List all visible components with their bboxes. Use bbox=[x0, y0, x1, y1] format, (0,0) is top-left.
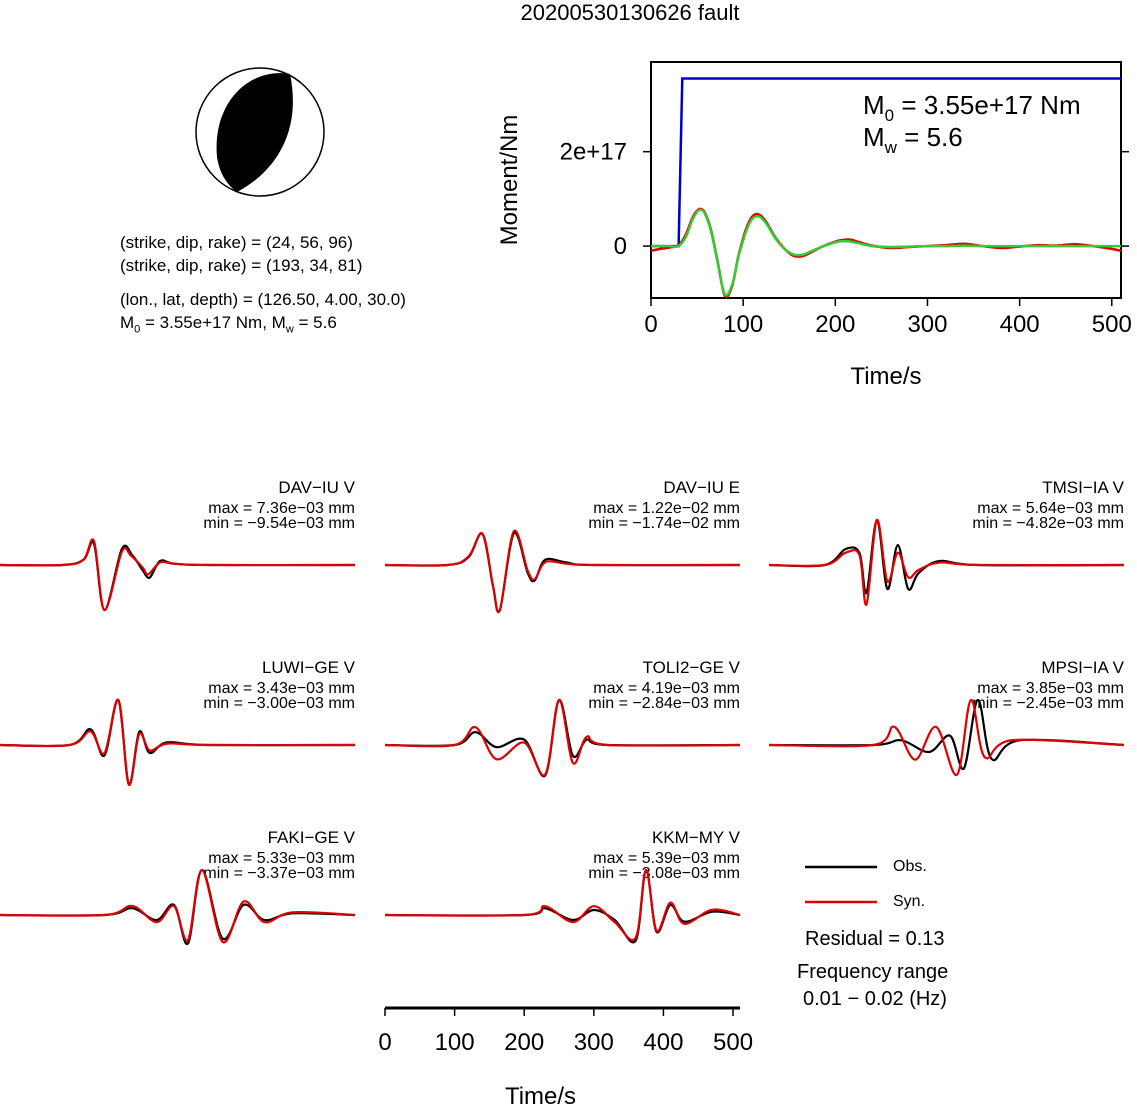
waveform-xtick-label: 300 bbox=[574, 1029, 614, 1056]
moment-xtick-label: 300 bbox=[907, 311, 947, 338]
waveform-xtick-label: 500 bbox=[713, 1029, 753, 1056]
trace-syn-line bbox=[384, 698, 741, 777]
trace-obs-line bbox=[0, 540, 356, 612]
waveform-xtick-label: 0 bbox=[378, 1029, 391, 1056]
trace-obs-line bbox=[768, 698, 1125, 770]
trace-min-label: min = −1.74e−02 mm bbox=[588, 515, 740, 532]
trace-syn-line bbox=[0, 868, 356, 944]
trace-station-label: FAKI−GE V bbox=[268, 828, 356, 847]
trace-station-label: LUWI−GE V bbox=[262, 658, 356, 677]
waveform-xtick-label: 400 bbox=[643, 1029, 683, 1056]
focal-mechanism-beachball bbox=[195, 67, 325, 197]
trace-station-label: TMSI−IA V bbox=[1042, 478, 1124, 497]
m0-text: = 3.55e+17 Nm, M bbox=[140, 313, 286, 332]
waveform-xtick-label: 100 bbox=[435, 1029, 475, 1056]
moment-ytick-label: 2e+17 bbox=[560, 139, 627, 166]
trace-station-label: DAV−IU E bbox=[663, 478, 740, 497]
trace-min-label: min = −3.00e−03 mm bbox=[203, 695, 355, 712]
trace-max-label: max = 5.64e−03 mm bbox=[977, 500, 1124, 517]
trace-max-label: max = 5.39e−03 mm bbox=[593, 850, 740, 867]
moment-text: M0 = 3.55e+17 Nm, Mw = 5.6 bbox=[120, 313, 337, 335]
trace-max-label: max = 4.19e−03 mm bbox=[593, 680, 740, 697]
trace-station-label: KKM−MY V bbox=[652, 828, 741, 847]
trace-obs-line bbox=[0, 698, 356, 786]
trace-syn-line bbox=[0, 538, 356, 612]
trace-min-label: min = −3.08e−03 mm bbox=[588, 865, 740, 882]
m0-sub: 0 bbox=[134, 323, 141, 336]
location-text: (lon., lat, depth) = (126.50, 4.00, 30.0… bbox=[120, 290, 406, 309]
legend-obs-label: Obs. bbox=[893, 858, 927, 875]
mw-text: = 5.6 bbox=[293, 313, 337, 332]
plane2-text: (strike, dip, rake) = (193, 34, 81) bbox=[120, 256, 363, 275]
trace-min-label: min = −9.54e−03 mm bbox=[203, 515, 355, 532]
plane1-text: (strike, dip, rake) = (24, 56, 96) bbox=[120, 233, 353, 252]
trace-station-label: MPSI−IA V bbox=[1041, 658, 1124, 677]
moment-xtick-label: 0 bbox=[644, 311, 657, 338]
waveform-xlabel: Time/s bbox=[505, 1083, 576, 1104]
trace-obs-line bbox=[768, 518, 1125, 595]
m0-prefix: M bbox=[120, 313, 135, 332]
moment-chart: 0 100 200 300 400 500 0 2e+17 Time/s Moment/Nm M0 … bbox=[496, 61, 1132, 390]
moment-plot-frame bbox=[650, 61, 1122, 299]
trace-min-label: min = −2.45e−03 mm bbox=[972, 695, 1124, 712]
moment-xlabel: Time/s bbox=[850, 363, 921, 390]
trace-station-label: DAV−IU V bbox=[278, 478, 355, 497]
trace-max-label: max = 3.85e−03 mm bbox=[977, 680, 1124, 697]
trace-max-label: max = 1.22e−02 mm bbox=[593, 500, 740, 517]
trace-max-label: max = 5.33e−03 mm bbox=[208, 850, 355, 867]
moment-annotation-mw: Mw = 5.6 bbox=[863, 122, 963, 157]
page-title: 20200530130626 fault bbox=[520, 0, 740, 25]
frequency-range-title: Frequency range bbox=[797, 961, 949, 983]
moment-xtick-label: 500 bbox=[1092, 311, 1132, 338]
residual-text: Residual = 0.13 bbox=[805, 928, 945, 950]
trace-syn-line bbox=[768, 698, 1125, 776]
moment-ytick-label: 0 bbox=[614, 233, 627, 260]
mw-sub: w bbox=[285, 323, 294, 336]
trace-max-label: max = 3.43e−03 mm bbox=[208, 680, 355, 697]
trace-max-label: max = 7.36e−03 mm bbox=[208, 500, 355, 517]
trace-obs-line bbox=[384, 531, 741, 614]
trace-min-label: min = −3.37e−03 mm bbox=[203, 865, 355, 882]
moment-xtick-label: 100 bbox=[723, 311, 763, 338]
moment-xtick-label: 400 bbox=[1000, 311, 1040, 338]
trace-min-label: min = −2.84e−03 mm bbox=[588, 695, 740, 712]
moment-annotation-m0: M0 = 3.55e+17 Nm bbox=[863, 90, 1081, 125]
moment-xtick-label: 200 bbox=[815, 311, 855, 338]
trace-syn-line bbox=[0, 698, 356, 786]
trace-syn-line bbox=[384, 529, 741, 614]
waveform-xtick-label: 200 bbox=[504, 1029, 544, 1056]
frequency-range-value: 0.01 − 0.02 (Hz) bbox=[803, 988, 947, 1010]
trace-syn-line bbox=[384, 868, 741, 942]
trace-station-label: TOLI2−GE V bbox=[643, 658, 741, 677]
legend-syn-label: Syn. bbox=[893, 893, 926, 910]
trace-min-label: min = −4.82e−03 mm bbox=[972, 515, 1124, 532]
moment-series-line-2 bbox=[651, 208, 1121, 297]
trace-syn-line bbox=[768, 518, 1125, 606]
moment-ylabel: Moment/Nm bbox=[496, 115, 523, 246]
